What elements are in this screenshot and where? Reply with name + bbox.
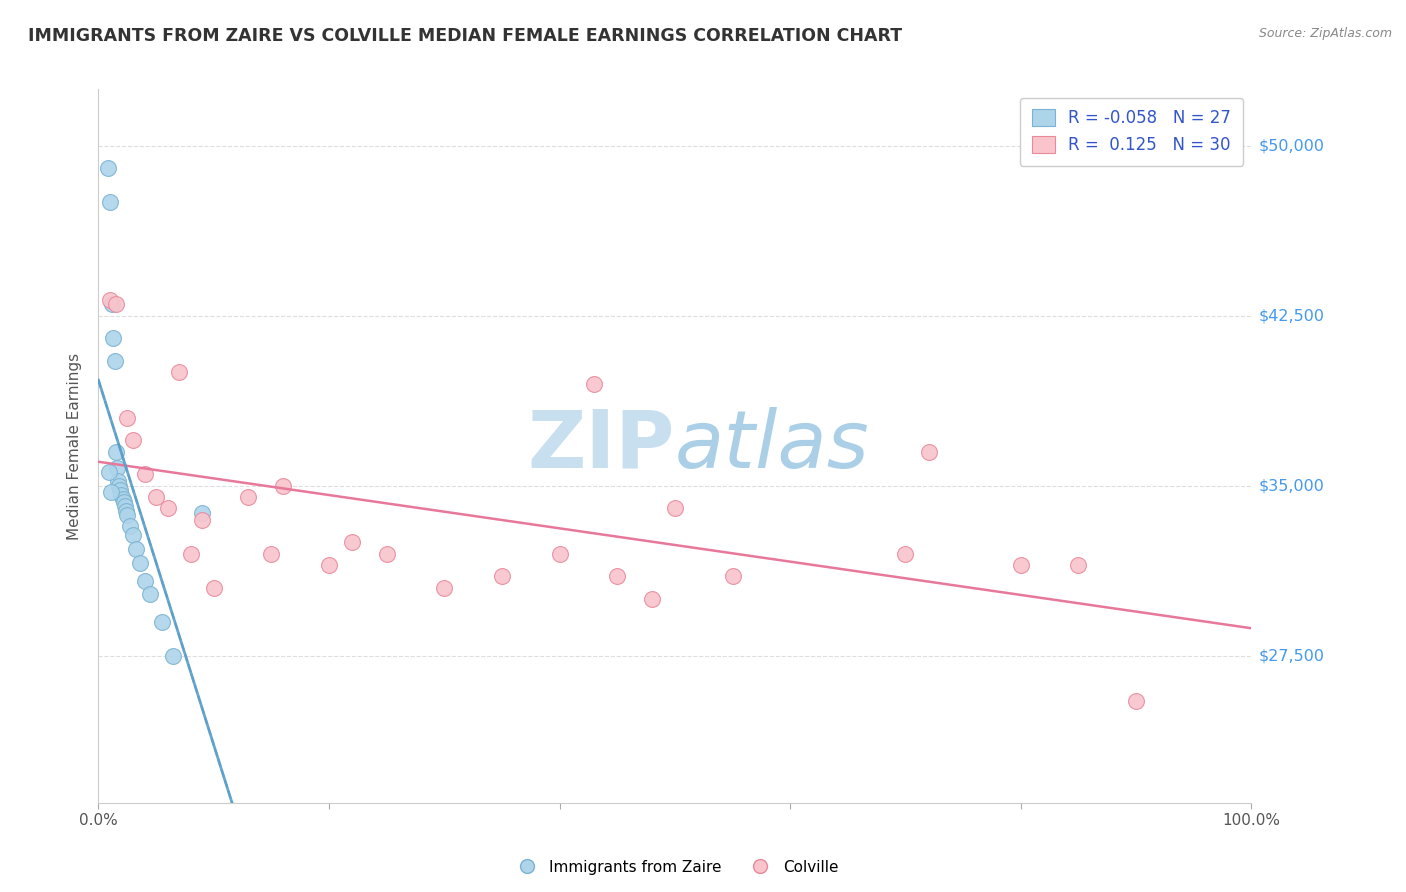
Point <box>894 547 917 561</box>
Point <box>180 547 202 561</box>
Point <box>105 460 128 475</box>
Point <box>238 490 260 504</box>
Point <box>114 499 136 513</box>
Point <box>122 434 145 448</box>
Point <box>167 365 190 379</box>
Point <box>129 556 152 570</box>
Point <box>606 569 628 583</box>
Point <box>1010 558 1032 572</box>
Point <box>104 297 127 311</box>
Point <box>110 488 132 502</box>
Point <box>491 569 513 583</box>
Point <box>104 444 127 458</box>
Point <box>548 547 571 561</box>
Text: IMMIGRANTS FROM ZAIRE VS COLVILLE MEDIAN FEMALE EARNINGS CORRELATION CHART: IMMIGRANTS FROM ZAIRE VS COLVILLE MEDIAN… <box>28 27 903 45</box>
Point <box>664 501 686 516</box>
Point <box>110 483 132 498</box>
Point <box>118 519 141 533</box>
Text: atlas: atlas <box>675 407 870 485</box>
Point <box>318 558 340 572</box>
Point <box>202 581 225 595</box>
Point <box>145 490 167 504</box>
Point <box>917 444 939 458</box>
Y-axis label: Median Female Earnings: Median Female Earnings <box>67 352 83 540</box>
Point <box>260 547 283 561</box>
Point <box>97 465 120 479</box>
Point <box>103 331 125 345</box>
Point <box>107 474 129 488</box>
Legend: Immigrants from Zaire, Colville: Immigrants from Zaire, Colville <box>505 854 845 880</box>
Point <box>433 581 456 595</box>
Point <box>340 535 363 549</box>
Text: $42,500: $42,500 <box>1258 309 1324 323</box>
Point <box>139 587 162 601</box>
Point <box>103 354 125 368</box>
Point <box>122 528 145 542</box>
Point <box>125 542 148 557</box>
Point <box>583 376 606 391</box>
Text: Source: ZipAtlas.com: Source: ZipAtlas.com <box>1258 27 1392 40</box>
Point <box>641 591 664 606</box>
Point <box>271 478 294 492</box>
Point <box>101 297 124 311</box>
Point <box>191 513 214 527</box>
Text: $35,000: $35,000 <box>1258 478 1324 493</box>
Point <box>112 494 135 508</box>
Text: $27,500: $27,500 <box>1258 648 1324 663</box>
Point <box>115 503 138 517</box>
Point <box>117 410 138 425</box>
Point <box>98 293 121 307</box>
Point <box>134 574 156 588</box>
Point <box>108 478 131 492</box>
Point <box>134 467 156 482</box>
Point <box>191 506 214 520</box>
Point <box>1125 694 1147 708</box>
Point <box>100 485 122 500</box>
Point <box>97 161 120 176</box>
Point <box>150 615 173 629</box>
Point <box>721 569 744 583</box>
Point <box>162 648 184 663</box>
Point <box>98 195 121 210</box>
Point <box>117 508 138 522</box>
Point <box>1067 558 1090 572</box>
Text: $50,000: $50,000 <box>1258 138 1324 153</box>
Point <box>375 547 398 561</box>
Point <box>111 492 134 507</box>
Text: ZIP: ZIP <box>527 407 675 485</box>
Point <box>156 501 179 516</box>
